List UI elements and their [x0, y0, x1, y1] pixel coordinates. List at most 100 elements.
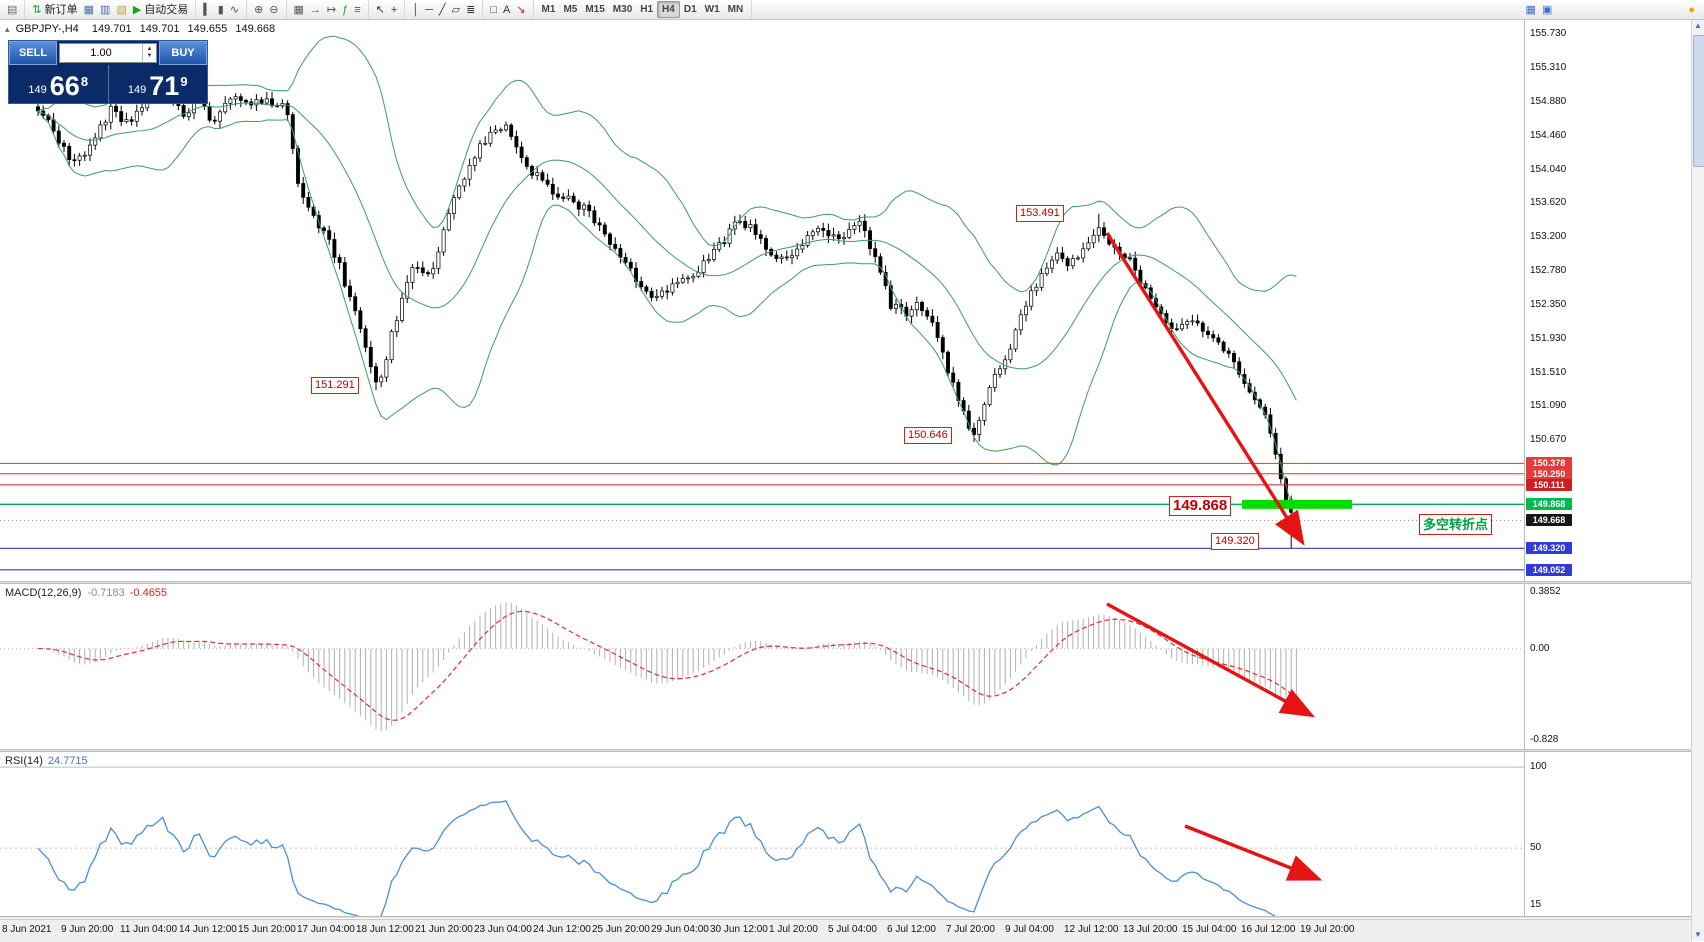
buy-price-display[interactable]: 149 71 9	[109, 65, 208, 103]
sell-price-big: 66	[49, 71, 80, 101]
community-icon[interactable]: ●	[1688, 3, 1695, 16]
scrollbar-thumb[interactable]	[1693, 35, 1704, 167]
zoom-in-icon[interactable]: ⊕	[251, 2, 266, 18]
panel-splitter[interactable]	[0, 749, 1691, 752]
navigator-icon-glyph: ▧	[116, 3, 127, 16]
time-axis-label: 15 Jun 20:00	[238, 924, 296, 935]
new-order-button[interactable]: ⇅ 新订单	[29, 2, 80, 18]
price-axis[interactable]	[1525, 19, 1691, 917]
horizontal-line-icon[interactable]: ─	[422, 2, 436, 18]
buy-price-sup: 9	[180, 74, 188, 89]
arrow-object-icon[interactable]: ↘	[513, 2, 528, 18]
vertical-line-icon-glyph: │	[412, 3, 420, 16]
sell-button[interactable]: SELL	[9, 41, 57, 65]
timeframe-d1-button[interactable]: D1	[683, 3, 697, 15]
indicators-icon[interactable]: ƒ	[339, 2, 351, 18]
symbol-period-label: GBPJPY-,H4	[15, 23, 79, 35]
time-axis-label: 25 Jun 20:00	[592, 924, 650, 935]
autotrading-label: 自动交易	[144, 3, 189, 16]
time-axis-label: 30 Jun 12:00	[710, 924, 768, 935]
candlestick-chart-type-icon[interactable]: ▮	[215, 2, 227, 18]
vertical-scrollbar[interactable]: ▲ ▼	[1691, 19, 1704, 941]
panel-splitter[interactable]	[0, 916, 1691, 918]
tile-windows-icon-glyph: ▦	[293, 3, 304, 16]
window-arrange-icon[interactable]: ▣	[1541, 3, 1553, 16]
crosshair-icon[interactable]: +	[388, 2, 400, 18]
volume-up-button[interactable]: ▲	[146, 46, 153, 52]
timeframe-m30-button[interactable]: M30	[612, 3, 633, 15]
time-axis-label: 5 Jul 04:00	[828, 924, 877, 935]
equidistant-channel-icon-glyph: ▱	[451, 3, 461, 16]
market-watch-icon[interactable]: ▥	[97, 2, 113, 18]
price-callout[interactable]: 149.320	[1211, 533, 1259, 550]
rsi-indicator-label: RSI(14) 24.7715	[5, 755, 88, 767]
time-axis-label: 13 Jul 20:00	[1123, 924, 1178, 935]
toolbar: ▤ ⇅ 新订单 ▦ ▥ ▧ ▶ 自动交易 ▍ ▮ ∿ ⊕ ⊖ ▦ → ↦ ƒ ≡ ↖ + │ ─ ╱ ▱ ≣ □ A ↘ M1 M5 M15…	[0, 0, 1704, 20]
timeframe-h1-button[interactable]: H1	[640, 3, 654, 15]
fibonacci-icon[interactable]: ≣	[463, 2, 478, 18]
text-label-icon[interactable]: A	[500, 2, 513, 18]
toolbar-group: ⇅ 新订单 ▦ ▥ ▧ ▶ 自动交易	[25, 0, 197, 19]
cursor-icon[interactable]: ↖	[373, 2, 388, 18]
buy-button[interactable]: BUY	[159, 41, 207, 65]
time-axis-label: 29 Jun 04:00	[651, 924, 709, 935]
chart-window-icon[interactable]: ▤	[4, 2, 20, 18]
rsi-value: 24.7715	[47, 755, 88, 767]
shapes-icon-glyph: □	[490, 3, 497, 16]
time-axis-label: 6 Jul 12:00	[887, 924, 936, 935]
bar-chart-type-icon[interactable]: ▍	[200, 2, 214, 18]
equidistant-channel-icon[interactable]: ▱	[449, 2, 463, 18]
zoom-out-icon[interactable]: ⊖	[266, 2, 281, 18]
close-value: 149.668	[235, 23, 276, 35]
price-callout[interactable]: 151.291	[311, 377, 359, 394]
horizontal-line-icon-glyph: ─	[425, 3, 433, 16]
timeframe-m1-button[interactable]: M1	[541, 3, 556, 15]
timeframe-m5-button[interactable]: M5	[563, 3, 578, 15]
scroll-up-icon[interactable]: ▲	[1694, 21, 1702, 30]
high-value: 149.701	[139, 23, 180, 35]
trendline-icon[interactable]: ╱	[436, 2, 449, 18]
toolbar-group: ↖ +	[369, 0, 406, 19]
new-order-label: 新订单	[44, 3, 78, 16]
scroll-down-icon[interactable]: ▼	[1694, 930, 1702, 939]
time-axis[interactable]: 8 Jun 2021 9 Jun 20:00 11 Jun 04:00 14 Jun …	[0, 919, 1691, 942]
rsi-name: RSI(14)	[5, 755, 43, 767]
price-callout[interactable]: 153.491	[1016, 205, 1064, 222]
annotation-label[interactable]: 多空转折点	[1419, 514, 1493, 535]
timeframe-group: M1 M5 M15 M30 H1 H4 D1 W1 MN	[534, 0, 753, 19]
sell-price-display[interactable]: 149 66 8	[9, 65, 109, 103]
timeframe-h4-button[interactable]: H4	[657, 1, 680, 18]
time-axis-label: 15 Jul 04:00	[1182, 924, 1237, 935]
tile-windows-icon[interactable]: ▦	[291, 2, 307, 18]
time-axis-label: 7 Jul 20:00	[946, 924, 995, 935]
time-axis-label: 19 Jul 20:00	[1300, 924, 1355, 935]
toolbar-group: ▤	[0, 0, 26, 19]
price-callout[interactable]: 149.868	[1169, 496, 1232, 516]
panel-splitter[interactable]	[0, 581, 1691, 584]
objects-list-icon[interactable]: ≡	[351, 2, 363, 18]
autotrading-button[interactable]: ▶ 自动交易	[130, 2, 191, 18]
zoom-in-icon-glyph: ⊕	[254, 3, 264, 16]
price-callout[interactable]: 150.646	[904, 427, 952, 444]
one-click-toggle-icon[interactable]: ▴	[5, 24, 10, 34]
toolbar-group: ▍ ▮ ∿	[196, 0, 248, 19]
volume-down-button[interactable]: ▼	[146, 53, 153, 59]
downtrend-arrow-price	[1105, 232, 1305, 546]
timeframe-m15-button[interactable]: M15	[585, 3, 605, 15]
arrow-object-icon-glyph: ↘	[516, 3, 526, 16]
timeframe-w1-button[interactable]: W1	[704, 3, 720, 15]
auto-scroll-icon[interactable]: →	[307, 2, 324, 18]
charts-icon[interactable]: ▦	[81, 2, 97, 18]
line-chart-type-icon[interactable]: ∿	[227, 2, 242, 18]
shapes-icon[interactable]: □	[487, 2, 500, 18]
vertical-line-icon[interactable]: │	[409, 2, 422, 18]
timeframe-mn-button[interactable]: MN	[727, 3, 744, 15]
navigator-icon[interactable]: ▧	[113, 2, 129, 18]
chart-shift-icon[interactable]: ↦	[324, 2, 339, 18]
volume-input[interactable]	[60, 46, 142, 60]
profiles-menu-icon[interactable]: ▦	[1525, 3, 1536, 16]
time-axis-label: 14 Jun 12:00	[179, 924, 237, 935]
trendline-icon-glyph: ╱	[439, 3, 446, 16]
toolbar-right-group: ▦ ▣ ●	[1517, 0, 1704, 19]
